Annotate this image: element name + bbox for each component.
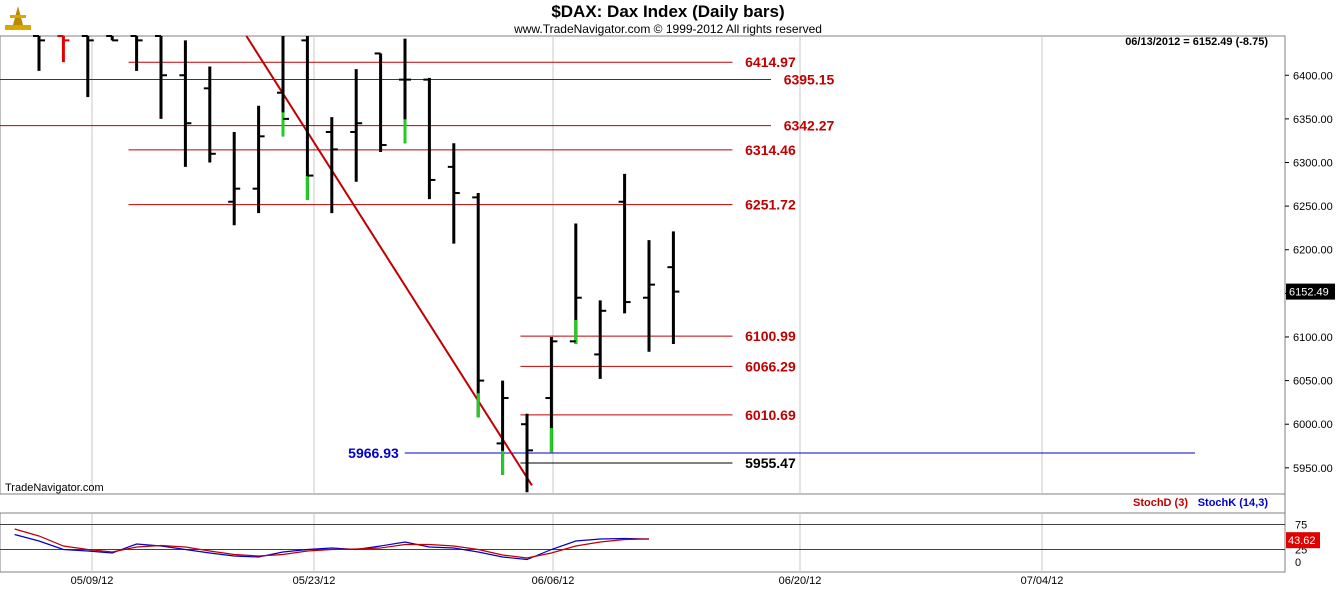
price-tick-label: 5950.00	[1293, 463, 1333, 475]
date-tick-label: 06/06/12	[532, 575, 575, 587]
ohlc-bar[interactable]	[325, 117, 338, 214]
stoch-tick-label: 75	[1295, 520, 1307, 532]
ohlc-bar[interactable]	[81, 35, 94, 98]
level-label: 5966.93	[348, 445, 399, 461]
level-label: 5955.47	[745, 455, 796, 471]
ohlc-bar[interactable]	[203, 66, 216, 163]
stoch-last-label: 43.62	[1288, 535, 1316, 547]
last-price-box	[1286, 283, 1335, 300]
ohlc-bar[interactable]	[374, 52, 387, 153]
ohlc-bar[interactable]	[57, 35, 70, 63]
price-readout: 06/13/2012 = 6152.49 (-8.75)	[1125, 36, 1268, 48]
stochd-legend: StochD (3)	[1133, 497, 1188, 509]
stochd-line	[14, 528, 650, 559]
ohlc-bar[interactable]	[447, 143, 460, 244]
price-tick-label: 6050.00	[1293, 376, 1333, 388]
ohlc-bar[interactable]	[301, 36, 314, 201]
ohlc-bar[interactable]	[399, 38, 411, 144]
price-tick-label: 6000.00	[1293, 419, 1333, 431]
chart-subtitle: www.TradeNavigator.com © 1999-2012 All r…	[514, 22, 822, 36]
level-label: 6066.29	[745, 358, 796, 374]
ohlc-bar[interactable]	[618, 173, 631, 314]
date-tick-label: 05/23/12	[293, 575, 336, 587]
ohlc-bar[interactable]	[106, 35, 119, 42]
ohlc-bar[interactable]	[667, 231, 680, 344]
stochk-line	[14, 533, 650, 561]
ohlc-bar[interactable]	[472, 193, 485, 418]
date-tick-label: 06/20/12	[779, 575, 822, 587]
ohlc-bar[interactable]	[155, 35, 167, 119]
ohlc-bar[interactable]	[423, 77, 436, 200]
ohlc-bar[interactable]	[252, 105, 265, 214]
last-price-label: 6152.49	[1289, 287, 1329, 299]
ohlc-bar[interactable]	[545, 336, 558, 453]
ohlc-bar[interactable]	[277, 36, 289, 137]
price-panel-border	[0, 35, 1286, 495]
ohlc-bar[interactable]	[228, 131, 241, 226]
trendline	[245, 35, 533, 486]
price-tick-label: 6400.00	[1293, 70, 1333, 82]
ohlc-bar[interactable]	[496, 380, 509, 475]
level-label: 6314.46	[745, 142, 796, 158]
ohlc-bar[interactable]	[521, 413, 533, 493]
stochk-legend: StochK (14,3)	[1198, 497, 1269, 509]
price-tick-label: 6100.00	[1293, 332, 1333, 344]
stoch-last-box	[1286, 532, 1320, 549]
level-label: 6342.27	[784, 118, 835, 134]
level-label: 6395.15	[784, 71, 835, 87]
ohlc-bar[interactable]	[569, 223, 582, 344]
date-tick-label: 07/04/12	[1021, 575, 1064, 587]
stoch-tick-label: 0	[1295, 557, 1301, 569]
ohlc-bar[interactable]	[350, 69, 363, 182]
price-tick-label: 6300.00	[1293, 157, 1333, 169]
level-label: 6010.69	[745, 407, 796, 423]
tradenavigator-logo-icon	[3, 3, 33, 33]
price-tick-label: 6250.00	[1293, 201, 1333, 213]
ohlc-bar[interactable]	[643, 240, 655, 352]
watermark: TradeNavigator.com	[5, 482, 104, 494]
stoch-panel-border	[0, 512, 1286, 573]
price-tick-label: 6350.00	[1293, 114, 1333, 126]
level-label: 6414.97	[745, 54, 796, 70]
price-tick-label: 6200.00	[1293, 245, 1333, 257]
ohlc-bar[interactable]	[33, 35, 45, 71]
ohlc-bar[interactable]	[130, 35, 143, 71]
level-label: 6100.99	[745, 328, 796, 344]
ohlc-bar[interactable]	[179, 40, 192, 167]
date-tick-label: 05/09/12	[71, 575, 114, 587]
chart-title: $DAX: Dax Index (Daily bars)	[551, 2, 785, 21]
level-label: 6251.72	[745, 197, 796, 213]
ohlc-bar[interactable]	[594, 300, 607, 379]
